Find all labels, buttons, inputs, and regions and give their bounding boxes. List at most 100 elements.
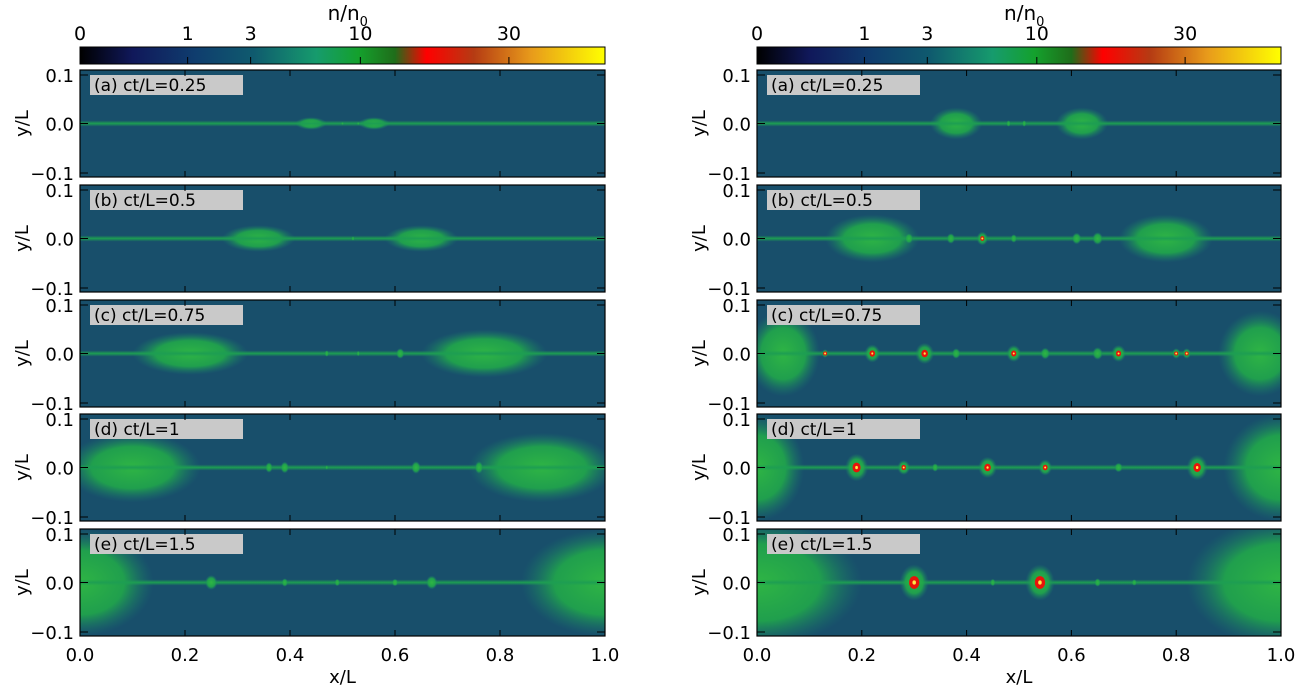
y-tick-label: 0.1 bbox=[722, 296, 751, 317]
y-tick-label: −0.1 bbox=[30, 508, 74, 529]
panel-label: (b) ct/L=0.5 bbox=[771, 191, 873, 211]
current-sheet bbox=[80, 579, 605, 586]
y-tick-label: 0.1 bbox=[45, 410, 74, 431]
colorbar-title-main: n/n bbox=[1004, 1, 1036, 25]
y-tick-label: 0.1 bbox=[722, 66, 751, 87]
y-tick-label: −0.1 bbox=[707, 279, 751, 300]
colorbar-tick-label: 3 bbox=[245, 23, 257, 45]
y-axis-label: y/L bbox=[12, 454, 33, 481]
y-tick-label: 0.1 bbox=[45, 66, 74, 87]
panel-d: (d) ct/L=1 0.1 0.0 −0.1 y/L bbox=[689, 410, 1282, 529]
plasmoid bbox=[946, 233, 956, 244]
y-tick-label: −0.1 bbox=[30, 394, 74, 415]
plasmoid-peak bbox=[1038, 580, 1042, 585]
y-tick-label: 0.1 bbox=[722, 181, 751, 202]
y-tick-label: 0.0 bbox=[722, 115, 751, 136]
current-sheet bbox=[757, 120, 1281, 127]
plasmoid bbox=[951, 348, 961, 359]
colorbar: 0 1 3 10 30n/n0 bbox=[74, 1, 606, 65]
panel-a: (a) ct/L=0.25 0.1 0.0 −0.1 y/L bbox=[12, 66, 606, 185]
y-axis-label: y/L bbox=[689, 454, 710, 481]
y-axis-label: y/L bbox=[12, 225, 33, 252]
plasmoid-peak bbox=[871, 352, 874, 355]
y-tick-label: 0.0 bbox=[45, 230, 74, 251]
panel-c: (c) ct/L=0.75 0.1 0.0 −0.1 y/L bbox=[689, 296, 1282, 415]
y-tick-label: −0.1 bbox=[707, 623, 751, 644]
panel-label-box bbox=[90, 190, 243, 210]
y-tick-label: 0.1 bbox=[722, 410, 751, 431]
plasmoid bbox=[411, 461, 421, 474]
panel-label-box bbox=[90, 75, 243, 95]
current-sheet bbox=[80, 350, 605, 357]
plasmoid-peak bbox=[986, 466, 989, 469]
panel-b: (b) ct/L=0.5 0.1 0.0 −0.1 y/L bbox=[689, 181, 1282, 300]
y-axis-label: y/L bbox=[12, 340, 33, 367]
panel-label: (d) ct/L=1 bbox=[771, 420, 857, 440]
colorbar-tick-label: 10 bbox=[1025, 23, 1049, 45]
panel-label-box bbox=[90, 305, 243, 325]
x-tick-label: 0.0 bbox=[66, 645, 95, 666]
plasmoid-peak bbox=[855, 465, 858, 470]
plasmoid-peak bbox=[1117, 352, 1120, 355]
plasmoid bbox=[1114, 462, 1123, 473]
x-axis-label: x/L bbox=[329, 667, 356, 688]
panel-label: (a) ct/L=0.25 bbox=[94, 76, 206, 96]
panel-label: (b) ct/L=0.5 bbox=[94, 191, 196, 211]
panel-label-box bbox=[767, 305, 920, 325]
plasmoid bbox=[324, 350, 329, 357]
current-sheet bbox=[757, 579, 1281, 586]
plasmoid bbox=[1040, 347, 1050, 360]
panel-e: (e) ct/L=1.5 0.1 0.0 −0.1 y/L bbox=[12, 525, 606, 644]
plasmoid bbox=[334, 578, 340, 587]
panel-label: (e) ct/L=1.5 bbox=[771, 535, 873, 555]
colorbar-title-sub: 0 bbox=[1036, 15, 1044, 30]
y-axis-label: y/L bbox=[12, 569, 33, 596]
plasmoid bbox=[391, 578, 399, 587]
y-tick-label: −0.1 bbox=[30, 623, 74, 644]
plasmoid bbox=[932, 463, 939, 472]
x-tick-label: 0.6 bbox=[1057, 645, 1086, 666]
y-tick-label: −0.1 bbox=[707, 164, 751, 185]
y-tick-label: 0.0 bbox=[45, 459, 74, 480]
colorbar-title-main: n/n bbox=[328, 1, 360, 25]
y-tick-label: 0.1 bbox=[45, 181, 74, 202]
chart-left: 0 1 3 10 30n/n0(a) ct/L=0.250.10.0−0.1y/L(b)… bbox=[12, 1, 619, 688]
y-tick-label: 0.1 bbox=[45, 525, 74, 546]
colorbar-title: n/n0 bbox=[1004, 1, 1044, 30]
x-tick-label: 0.8 bbox=[1162, 645, 1191, 666]
colorbar-bar bbox=[756, 46, 1282, 65]
x-tick-label: 0.2 bbox=[171, 645, 200, 666]
colorbar-tick-label: 10 bbox=[348, 23, 372, 45]
colorbar-title-sub: 0 bbox=[360, 15, 368, 30]
colorbar-tick-label: 30 bbox=[1173, 23, 1197, 45]
y-tick-label: 0.0 bbox=[722, 345, 751, 366]
plasmoid-peak bbox=[1185, 352, 1188, 355]
x-tick-label: 0.0 bbox=[743, 645, 772, 666]
plasmoid bbox=[904, 233, 914, 244]
plasmoid bbox=[1071, 232, 1082, 245]
plasmoid-peak bbox=[1012, 352, 1015, 355]
plasmoid bbox=[351, 236, 355, 241]
panel-e: (e) ct/L=1.5 0.1 0.0 −0.1 y/L bbox=[689, 525, 1282, 644]
panel-label: (d) ct/L=1 bbox=[94, 420, 180, 440]
panel-label-box bbox=[90, 534, 243, 554]
x-tick-label: 1.0 bbox=[1267, 645, 1296, 666]
plasmoid bbox=[325, 465, 329, 470]
panel-label-box bbox=[767, 419, 920, 439]
panel-label-box bbox=[767, 190, 920, 210]
plasmoid bbox=[1006, 120, 1011, 127]
panel-a: (a) ct/L=0.25 0.1 0.0 −0.1 y/L bbox=[689, 66, 1282, 185]
panel-label-box bbox=[767, 75, 920, 95]
panel-label-box bbox=[90, 419, 243, 439]
x-tick-label: 0.4 bbox=[952, 645, 981, 666]
y-tick-label: 0.0 bbox=[45, 115, 74, 136]
panel-label: (c) ct/L=0.75 bbox=[94, 306, 205, 326]
colorbar-tick-label: 1 bbox=[858, 23, 870, 45]
panel-label-box bbox=[767, 534, 920, 554]
y-tick-label: 0.1 bbox=[722, 525, 751, 546]
y-tick-label: −0.1 bbox=[30, 279, 74, 300]
colorbar: 0 1 3 10 30n/n0 bbox=[751, 1, 1282, 65]
plasmoid-peak bbox=[1175, 352, 1178, 355]
y-tick-label: 0.0 bbox=[45, 574, 74, 595]
